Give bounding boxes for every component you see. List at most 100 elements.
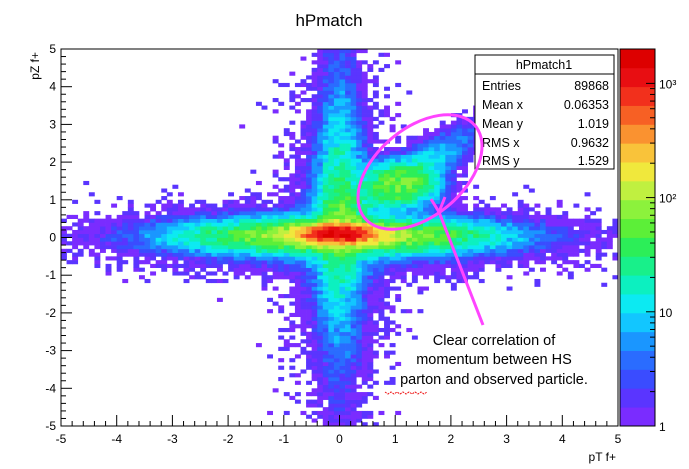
heatmap-cell bbox=[183, 207, 190, 212]
heatmap-cell bbox=[194, 229, 201, 235]
heatmap-cell bbox=[150, 214, 157, 219]
heatmap-cell bbox=[345, 399, 351, 404]
heatmap-cell bbox=[317, 162, 324, 167]
heatmap-cell bbox=[322, 350, 329, 355]
heatmap-cell bbox=[350, 147, 357, 152]
heatmap-cell bbox=[111, 222, 118, 227]
y-tick-label: 5 bbox=[49, 42, 56, 56]
heatmap-cell bbox=[534, 211, 541, 216]
heatmap-cell bbox=[439, 275, 446, 280]
heatmap-cell bbox=[517, 211, 524, 216]
heatmap-cell bbox=[356, 290, 363, 295]
heatmap-cell bbox=[495, 214, 502, 219]
heatmap-cell bbox=[350, 184, 357, 189]
heatmap-cell bbox=[462, 211, 468, 216]
heatmap-cell bbox=[311, 101, 318, 106]
heatmap-cell bbox=[306, 222, 312, 227]
heatmap-cell bbox=[294, 294, 301, 299]
heatmap-cell bbox=[222, 237, 229, 242]
heatmap-cell bbox=[450, 286, 457, 291]
heatmap-cell bbox=[339, 263, 346, 269]
heatmap-cell bbox=[317, 365, 324, 370]
heatmap-cell bbox=[339, 196, 346, 201]
heatmap-cell bbox=[322, 410, 329, 416]
heatmap-cell bbox=[322, 60, 329, 65]
heatmap-cell bbox=[450, 139, 457, 144]
heatmap-cell bbox=[367, 256, 374, 261]
heatmap-cell bbox=[311, 256, 318, 261]
heatmap-cell bbox=[423, 192, 429, 197]
heatmap-cell bbox=[467, 233, 474, 238]
heatmap-cell bbox=[127, 207, 134, 212]
heatmap-cell bbox=[138, 226, 145, 231]
heatmap-cell bbox=[528, 222, 535, 227]
heatmap-cell bbox=[345, 180, 351, 186]
heatmap-cell bbox=[306, 403, 312, 408]
heatmap-cell bbox=[311, 354, 318, 359]
heatmap-cell bbox=[489, 237, 496, 242]
heatmap-cell bbox=[406, 158, 413, 163]
heatmap-cell bbox=[311, 131, 318, 137]
heatmap-cell bbox=[495, 260, 502, 265]
heatmap-cell bbox=[127, 248, 134, 253]
heatmap-cell bbox=[400, 275, 407, 280]
heatmap-cell bbox=[573, 245, 580, 250]
heatmap-cell bbox=[194, 211, 201, 216]
heatmap-cell bbox=[350, 312, 357, 318]
heatmap-cell bbox=[545, 222, 552, 227]
heatmap-cell bbox=[356, 173, 363, 178]
heatmap-cell bbox=[233, 245, 240, 250]
heatmap-cell bbox=[467, 245, 474, 250]
heatmap-cell bbox=[345, 354, 351, 359]
heatmap-cell bbox=[411, 180, 418, 186]
heatmap-cell bbox=[372, 267, 379, 272]
heatmap-cell bbox=[289, 180, 296, 186]
heatmap-cell bbox=[423, 252, 429, 257]
heatmap-cell bbox=[484, 248, 491, 253]
heatmap-cell bbox=[462, 150, 468, 155]
heatmap-cell bbox=[333, 143, 340, 148]
heatmap-cell bbox=[473, 184, 480, 189]
heatmap-cell bbox=[172, 226, 179, 231]
heatmap-cell bbox=[345, 267, 351, 272]
heatmap-cell bbox=[311, 211, 318, 216]
heatmap-cell bbox=[306, 260, 312, 265]
heatmap-cell bbox=[306, 399, 312, 404]
heatmap-cell bbox=[311, 75, 318, 80]
heatmap-cell bbox=[356, 113, 363, 118]
heatmap-cell bbox=[406, 214, 413, 219]
heatmap-cell bbox=[322, 67, 329, 72]
heatmap-cell bbox=[378, 196, 385, 201]
heatmap-cell bbox=[400, 199, 407, 204]
heatmap-cell bbox=[361, 139, 368, 144]
heatmap-cell bbox=[88, 192, 95, 197]
heatmap-cell bbox=[333, 75, 340, 80]
heatmap-cell bbox=[473, 207, 480, 212]
heatmap-cell bbox=[255, 256, 262, 261]
heatmap-cell bbox=[540, 222, 546, 227]
heatmap-cell bbox=[450, 222, 457, 227]
heatmap-cell bbox=[406, 162, 413, 167]
heatmap-cell bbox=[322, 275, 329, 280]
heatmap-cell bbox=[283, 226, 290, 231]
heatmap-cell bbox=[94, 222, 101, 227]
heatmap-cell bbox=[406, 90, 413, 95]
heatmap-cell bbox=[423, 207, 429, 212]
heatmap-cell bbox=[322, 335, 329, 340]
heatmap-cell bbox=[61, 248, 67, 253]
heatmap-cell bbox=[456, 120, 463, 125]
heatmap-cell bbox=[228, 192, 235, 197]
heatmap-cell bbox=[423, 128, 429, 133]
heatmap-cell bbox=[272, 267, 279, 272]
heatmap-cell bbox=[339, 358, 346, 363]
heatmap-cell bbox=[406, 245, 413, 250]
heatmap-cell bbox=[445, 218, 452, 223]
heatmap-cell bbox=[289, 173, 296, 178]
heatmap-cell bbox=[601, 252, 608, 257]
heatmap-cell bbox=[367, 143, 374, 148]
heatmap-cell bbox=[462, 237, 468, 242]
heatmap-cell bbox=[116, 218, 123, 223]
heatmap-cell bbox=[434, 229, 441, 235]
heatmap-cell bbox=[361, 135, 368, 140]
heatmap-cell bbox=[384, 214, 390, 219]
